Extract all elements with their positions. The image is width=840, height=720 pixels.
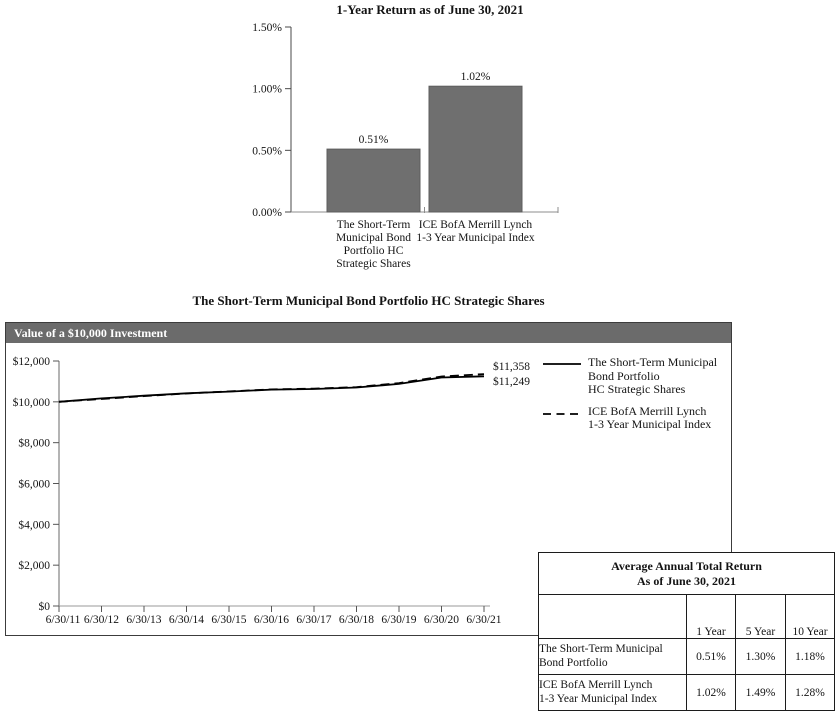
table-row-portfolio: The Short-Term Municipal Bond Portfolio … bbox=[538, 638, 836, 675]
bar-y-tick-label: 1.50% bbox=[252, 22, 282, 34]
legend-item-portfolio: The Short-Term Municipal Bond Portfolio … bbox=[543, 355, 721, 397]
line-y-tick-label: $12,000 bbox=[13, 355, 51, 368]
bar-category-label: The Short-Term bbox=[337, 219, 411, 231]
end-value-portfolio: $11,249 bbox=[493, 375, 530, 388]
line-x-tick-label: 6/30/21 bbox=[466, 614, 501, 626]
bar-category-label: Municipal Bond bbox=[336, 232, 411, 244]
row-label-portfolio: The Short-Term Municipal Bond Portfolio bbox=[538, 638, 687, 675]
portfolio-1-year-return: 0.51% bbox=[686, 638, 736, 675]
column-header-blank bbox=[538, 594, 687, 639]
line-x-tick-label: 6/30/12 bbox=[84, 614, 119, 626]
line-y-tick-label: $0 bbox=[39, 600, 51, 613]
line-x-tick-label: 6/30/15 bbox=[211, 614, 246, 626]
line-y-tick-label: $2,000 bbox=[18, 559, 50, 572]
bar-1 bbox=[428, 85, 523, 213]
average-annual-total-return-table: Average Annual Total Return As of June 3… bbox=[537, 552, 836, 711]
column-header-1-year: 1 Year bbox=[686, 594, 736, 639]
line-x-tick-label: 6/30/19 bbox=[381, 614, 416, 626]
portfolio-10-year-return: 1.18% bbox=[784, 638, 836, 675]
end-value-index: $11,358 bbox=[493, 361, 530, 373]
line-chart-plot: $0 $2,000 $4,000 $6,000 $8,000 $10,000 $12,000… bbox=[6, 343, 731, 635]
line-x-tick-label: 6/30/20 bbox=[424, 614, 459, 626]
bar-y-tick-label: 0.50% bbox=[252, 145, 282, 157]
line-x-tick-label: 6/30/13 bbox=[126, 614, 161, 626]
bar-value-label: 1.02% bbox=[461, 71, 491, 83]
index-10-year-return: 1.28% bbox=[784, 674, 836, 711]
bar-y-tick-label: 0.00% bbox=[252, 207, 282, 219]
line-y-tick-label: $6,000 bbox=[18, 478, 50, 491]
table-row-index: ICE BofA Merrill Lynch 1-3 Year Municipa… bbox=[538, 674, 836, 711]
column-header-5-year: 5 Year bbox=[735, 594, 786, 639]
line-x-tick-label: 6/30/16 bbox=[254, 614, 289, 626]
portfolio-5-year-return: 1.30% bbox=[735, 638, 786, 675]
bar-category-label: Strategic Shares bbox=[336, 258, 411, 270]
dashed-line-sample-icon bbox=[543, 412, 581, 415]
series-end-values: $11,358 $11,249 bbox=[493, 360, 530, 389]
bar-y-tick-label: 1.00% bbox=[252, 84, 282, 96]
line-x-tick-label: 6/30/18 bbox=[339, 614, 374, 626]
column-header-10-year: 10 Year bbox=[784, 594, 836, 639]
line-x-tick-label: 6/30/14 bbox=[169, 614, 204, 626]
bar-category-label: ICE BofA Merrill Lynch bbox=[419, 219, 533, 231]
bar-0 bbox=[326, 148, 421, 213]
index-1-year-return: 1.02% bbox=[686, 674, 736, 711]
bar-category-label: 1-3 Year Municipal Index bbox=[416, 232, 534, 244]
index-5-year-return: 1.49% bbox=[735, 674, 786, 711]
chart-panel-header: Value of a $10,000 Investment bbox=[6, 323, 731, 343]
line-chart-canvas: $0 $2,000 $4,000 $6,000 $8,000 $10,000 $12,000… bbox=[13, 355, 502, 626]
solid-line-sample-icon bbox=[543, 363, 581, 365]
table-title: Average Annual Total Return As of June 3… bbox=[537, 552, 836, 595]
legend-label-portfolio: The Short-Term Municipal Bond Portfolio … bbox=[588, 355, 718, 396]
line-chart-title: The Short-Term Municipal Bond Portfolio … bbox=[192, 293, 545, 308]
chart-legend: The Short-Term Municipal Bond Portfolio … bbox=[543, 355, 721, 432]
line-y-tick-label: $4,000 bbox=[18, 518, 50, 531]
line-x-tick-label: 6/30/11 bbox=[46, 614, 81, 626]
legend-item-index: ICE BofA Merrill Lynch 1-3 Year Municipa… bbox=[543, 403, 721, 432]
line-y-tick-label: $10,000 bbox=[13, 396, 51, 409]
legend-label-index: ICE BofA Merrill Lynch 1-3 Year Municipa… bbox=[588, 403, 712, 431]
line-x-tick-label: 6/30/17 bbox=[296, 614, 331, 626]
bar-category-label: Portfolio HC bbox=[344, 245, 404, 257]
line-y-tick-label: $8,000 bbox=[18, 437, 50, 450]
bar-chart-canvas: 0.00% 0.50% 1.00% 1.50% 0.51% The Short-TermM… bbox=[252, 22, 559, 270]
series-line-dashed bbox=[58, 373, 485, 403]
row-label-index: ICE BofA Merrill Lynch 1-3 Year Municipa… bbox=[538, 674, 687, 711]
bar-value-label: 0.51% bbox=[359, 134, 389, 146]
bar-chart-title: 1-Year Return as of June 30, 2021 bbox=[336, 2, 524, 17]
